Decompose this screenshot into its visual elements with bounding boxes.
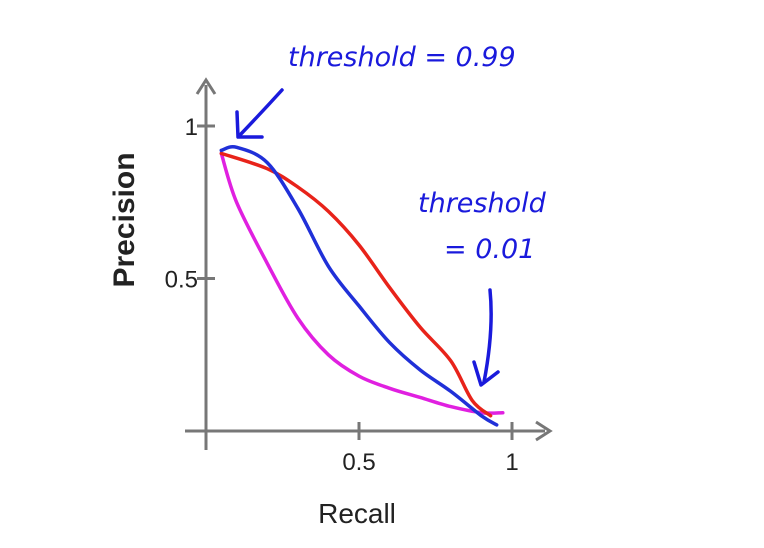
annotation-low-threshold-arrowhead (472, 360, 500, 387)
annotation-high-threshold-text: threshold = 0.99 (288, 42, 516, 73)
annotation-low-threshold-arrow (482, 288, 493, 384)
x-axis-arrowhead (535, 420, 553, 442)
y-tick-label: 0.5 (165, 267, 198, 294)
pr-curve-series-1 (219, 151, 493, 418)
pr-curve-series-0 (219, 145, 499, 427)
annotation-high-threshold: threshold = 0.99 (235, 42, 516, 139)
annotation-low-threshold: threshold = 0.01 (418, 188, 547, 387)
curves (219, 145, 505, 427)
annotation-high-threshold-arrowhead (235, 110, 264, 139)
x-tick-label: 1 (505, 449, 518, 476)
annotation-high-threshold-arrow (238, 88, 284, 137)
annotation-low-threshold-line1: threshold (418, 188, 547, 219)
y-axis-arrowhead (195, 77, 217, 95)
annotation-low-threshold-line2: = 0.01 (444, 234, 535, 265)
axis-ticks: 0.5 1 0.5 1 (165, 114, 519, 476)
x-tick-label: 0.5 (342, 449, 375, 476)
chart-axes (185, 77, 553, 450)
y-axis-label: Precision (108, 152, 141, 287)
pr-curve-series-2 (219, 151, 505, 415)
y-tick-label: 1 (185, 114, 198, 141)
x-axis-label: Recall (318, 498, 396, 529)
